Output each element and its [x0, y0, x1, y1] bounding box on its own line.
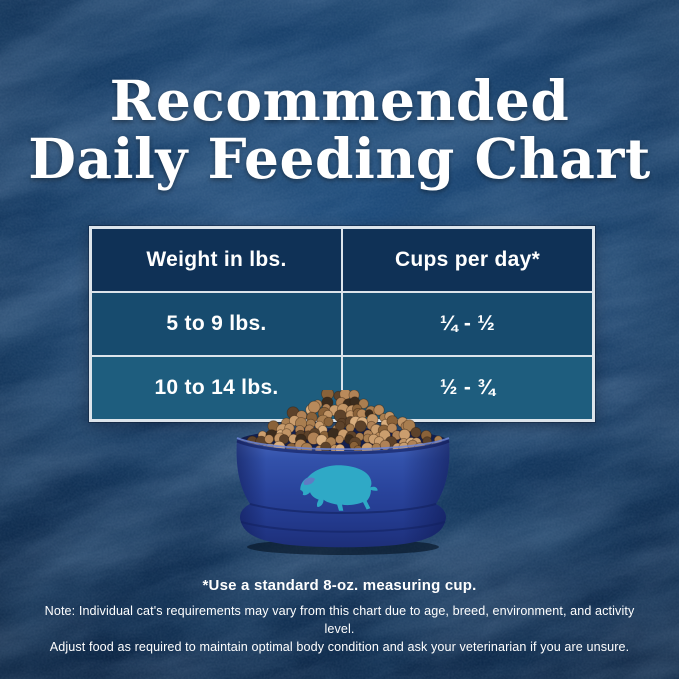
disclaimer-note-line2: Adjust food as required to maintain opti… — [49, 639, 630, 654]
bowl-rim-shadow — [236, 439, 450, 455]
pet-bowl-svg — [236, 387, 450, 555]
bowl-rim-highlight — [236, 437, 450, 451]
feeding-table-header-weight: Weight in lbs. — [92, 229, 341, 291]
pet-bowl-illustration — [224, 387, 462, 558]
feeding-table-header-cups: Cups per day* — [343, 229, 592, 291]
kibble-pile — [236, 387, 445, 456]
table-cell-weight-range-1: 5 to 9 lbs. — [92, 293, 341, 355]
table-cell-cups-range-2: ½ - ¾ — [343, 357, 592, 419]
disclaimer-note-line1: Note: Individual cat's requirements may … — [44, 604, 635, 636]
bowl-foot-ridge-top — [249, 503, 437, 514]
feeding-table: Weight in lbs. Cups per day* 5 to 9 lbs.… — [89, 226, 595, 422]
page-title-line1: Recommended — [109, 68, 570, 133]
page-title-line2: Daily Feeding Chart — [28, 126, 651, 192]
buffalo-face-patch — [303, 477, 315, 486]
page-title: Recommended Daily Feeding Chart — [0, 68, 679, 192]
disclaimer-note: Note: Individual cat's requirements may … — [28, 603, 651, 657]
bowl-foot-ridge-bottom — [240, 521, 446, 533]
table-cell-weight-range-2: 10 to 14 lbs. — [92, 357, 341, 419]
table-cell-cups-range-1: ¼ - ½ — [343, 293, 592, 355]
measuring-cup-footnote: *Use a standard 8-oz. measuring cup. — [202, 577, 477, 594]
buffalo-logo-icon — [300, 465, 378, 511]
